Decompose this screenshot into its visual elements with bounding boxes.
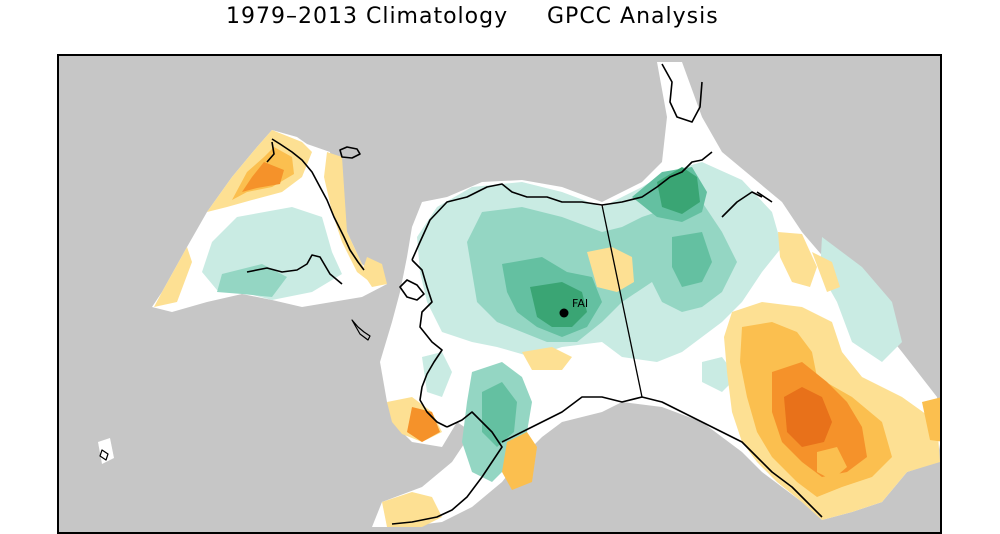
map-frame: FAI bbox=[57, 54, 942, 534]
southeast-anomaly bbox=[724, 302, 940, 520]
alaska-anomaly bbox=[382, 162, 902, 527]
map-canvas: FAI bbox=[98, 62, 940, 527]
fai-label: FAI bbox=[572, 297, 588, 310]
title-source: GPCC Analysis bbox=[547, 4, 719, 29]
title-climatology: 1979–2013 Climatology bbox=[226, 4, 509, 29]
fai-marker: FAI bbox=[559, 297, 588, 318]
siberia-anomaly bbox=[154, 130, 387, 307]
coastlines bbox=[99, 63, 823, 525]
chart-title: 1979–2013 Climatology GPCC Analysis bbox=[0, 2, 1000, 36]
